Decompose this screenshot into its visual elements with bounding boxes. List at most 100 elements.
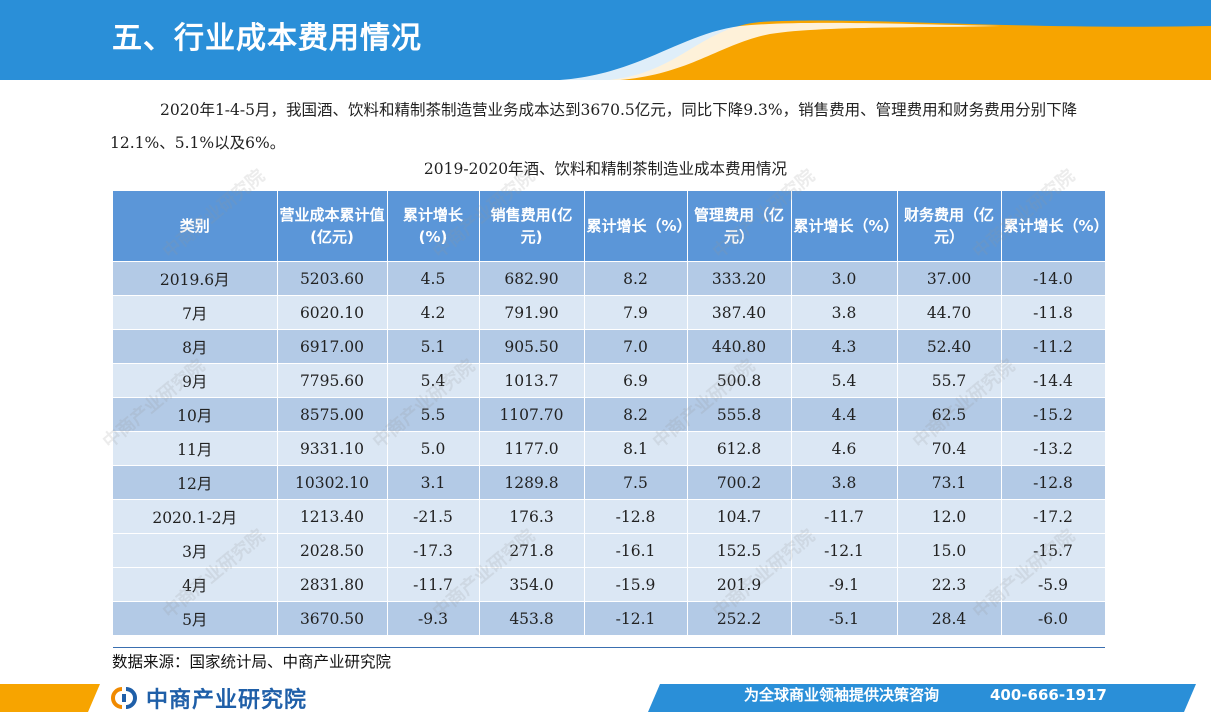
cell-finance-expense: 55.7	[897, 363, 1002, 398]
table-row: 11月 9331.10 5.0 1177.0 8.1 612.8 4.6 70.…	[113, 431, 1106, 466]
header-finance-expense: 财务费用（亿元）	[897, 191, 1002, 262]
cell-category: 2020.1-2月	[113, 499, 278, 534]
cell-admin-expense-growth: -12.1	[791, 533, 898, 568]
table-row: 5月 3670.50 -9.3 453.8 -12.1 252.2 -5.1 2…	[113, 601, 1106, 635]
cell-operating-cost-growth: 5.1	[387, 329, 480, 364]
cell-admin-expense-growth: 4.4	[791, 397, 898, 432]
cell-admin-expense: 387.40	[687, 295, 792, 330]
cell-operating-cost: 9331.10	[277, 431, 388, 466]
cell-finance-expense-growth: -14.0	[1001, 261, 1106, 296]
table-row: 3月 2028.50 -17.3 271.8 -16.1 152.5 -12.1…	[113, 533, 1106, 568]
cell-operating-cost-growth: -17.3	[387, 533, 480, 568]
footer-brand-name: 中商产业研究院	[146, 688, 308, 713]
cell-category: 7月	[113, 295, 278, 330]
cell-finance-expense: 70.4	[897, 431, 1002, 466]
cell-sales-expense: 453.8	[479, 601, 585, 635]
cell-category: 2019.6月	[113, 261, 278, 296]
table-header-row: 类别 营业成本累计值(亿元) 累计增长(%) 销售费用(亿元) 累计增长（%） …	[113, 191, 1109, 262]
data-source-note: 数据来源：国家统计局、中商产业研究院	[112, 653, 392, 671]
cell-admin-expense: 152.5	[687, 533, 792, 568]
cell-finance-expense: 62.5	[897, 397, 1002, 432]
cell-finance-expense-growth: -12.8	[1001, 465, 1106, 500]
header-finance-expense-growth: 累计增长（%）	[1001, 191, 1109, 262]
cell-operating-cost-growth: 5.5	[387, 397, 480, 432]
cell-sales-expense: 905.50	[479, 329, 585, 364]
source-divider	[113, 647, 1105, 648]
table-row: 10月 8575.00 5.5 1107.70 8.2 555.8 4.4 62…	[113, 397, 1106, 432]
cell-finance-expense: 28.4	[897, 601, 1002, 635]
cell-category: 8月	[113, 329, 278, 364]
footer-brand: 中商产业研究院	[108, 682, 307, 714]
cell-sales-expense-growth: -12.1	[584, 601, 688, 635]
header-banner: 五、行业成本费用情况	[0, 0, 1211, 80]
cell-finance-expense-growth: -11.2	[1001, 329, 1106, 364]
cell-finance-expense: 52.40	[897, 329, 1002, 364]
header-category: 类别	[113, 191, 278, 262]
cell-finance-expense-growth: -13.2	[1001, 431, 1106, 466]
footer-hotline: 400-666-1917	[990, 686, 1107, 704]
cell-finance-expense-growth: -15.7	[1001, 533, 1106, 568]
cell-category: 12月	[113, 465, 278, 500]
cell-operating-cost: 6020.10	[277, 295, 388, 330]
header-operating-cost: 营业成本累计值(亿元)	[277, 191, 388, 262]
cell-finance-expense: 15.0	[897, 533, 1002, 568]
header-admin-expense: 管理费用（亿元）	[687, 191, 792, 262]
cell-admin-expense-growth: 3.8	[791, 295, 898, 330]
cell-operating-cost: 8575.00	[277, 397, 388, 432]
cell-admin-expense-growth: -5.1	[791, 601, 898, 635]
cell-operating-cost: 5203.60	[277, 261, 388, 296]
header-admin-expense-growth: 累计增长（%）	[791, 191, 899, 262]
cell-sales-expense: 354.0	[479, 567, 585, 602]
cell-admin-expense: 252.2	[687, 601, 792, 635]
cell-sales-expense: 176.3	[479, 499, 585, 534]
cell-admin-expense: 104.7	[687, 499, 792, 534]
cell-finance-expense: 44.70	[897, 295, 1002, 330]
cell-sales-expense: 271.8	[479, 533, 585, 568]
footer-slogan: 为全球商业领袖提供决策咨询	[744, 686, 940, 704]
intro-text: 2020年1-4-5月，我国酒、饮料和精制茶制造营业务成本达到3670.5亿元，…	[110, 101, 1078, 152]
page-title: 五、行业成本费用情况	[112, 21, 422, 56]
cell-sales-expense: 682.90	[479, 261, 585, 296]
cell-operating-cost-growth: 4.5	[387, 261, 480, 296]
footer-bar-shape	[0, 684, 1196, 712]
cell-operating-cost-growth: 5.4	[387, 363, 480, 398]
table-row: 8月 6917.00 5.1 905.50 7.0 440.80 4.3 52.…	[113, 329, 1106, 364]
cost-expense-table: 类别 营业成本累计值(亿元) 累计增长(%) 销售费用(亿元) 累计增长（%） …	[113, 191, 1109, 635]
cell-operating-cost: 1213.40	[277, 499, 388, 534]
cell-finance-expense-growth: -5.9	[1001, 567, 1106, 602]
cell-operating-cost: 3670.50	[277, 601, 388, 635]
cell-finance-expense-growth: -17.2	[1001, 499, 1106, 534]
table-row: 2019.6月 5203.60 4.5 682.90 8.2 333.20 3.…	[113, 261, 1106, 296]
cell-finance-expense: 22.3	[897, 567, 1002, 602]
cell-finance-expense-growth: -11.8	[1001, 295, 1106, 330]
cell-sales-expense-growth: 7.5	[584, 465, 688, 500]
cell-finance-expense-growth: -14.4	[1001, 363, 1106, 398]
cell-sales-expense: 1289.8	[479, 465, 585, 500]
cell-admin-expense-growth: 3.0	[791, 261, 898, 296]
cell-sales-expense-growth: -15.9	[584, 567, 688, 602]
cell-admin-expense-growth: -9.1	[791, 567, 898, 602]
cell-sales-expense: 1177.0	[479, 431, 585, 466]
cell-category: 10月	[113, 397, 278, 432]
header-operating-cost-growth: 累计增长(%)	[387, 191, 480, 262]
cell-sales-expense: 1013.7	[479, 363, 585, 398]
cell-sales-expense-growth: -12.8	[584, 499, 688, 534]
cell-sales-expense: 1107.70	[479, 397, 585, 432]
cell-operating-cost-growth: 3.1	[387, 465, 480, 500]
cell-admin-expense: 700.2	[687, 465, 792, 500]
cell-operating-cost-growth: -21.5	[387, 499, 480, 534]
cell-admin-expense-growth: -11.7	[791, 499, 898, 534]
cell-operating-cost: 2831.80	[277, 567, 388, 602]
cell-category: 4月	[113, 567, 278, 602]
cell-sales-expense-growth: 7.0	[584, 329, 688, 364]
cell-admin-expense-growth: 5.4	[791, 363, 898, 398]
cell-sales-expense-growth: -16.1	[584, 533, 688, 568]
footer-bar	[0, 680, 1211, 712]
cell-admin-expense-growth: 3.8	[791, 465, 898, 500]
cell-admin-expense: 555.8	[687, 397, 792, 432]
cell-operating-cost: 6917.00	[277, 329, 388, 364]
table-caption: 2019-2020年酒、饮料和精制茶制造业成本费用情况	[423, 160, 788, 178]
cell-operating-cost-growth: -9.3	[387, 601, 480, 635]
header-sales-expense-growth: 累计增长（%）	[584, 191, 692, 262]
cell-sales-expense-growth: 8.2	[584, 261, 688, 296]
